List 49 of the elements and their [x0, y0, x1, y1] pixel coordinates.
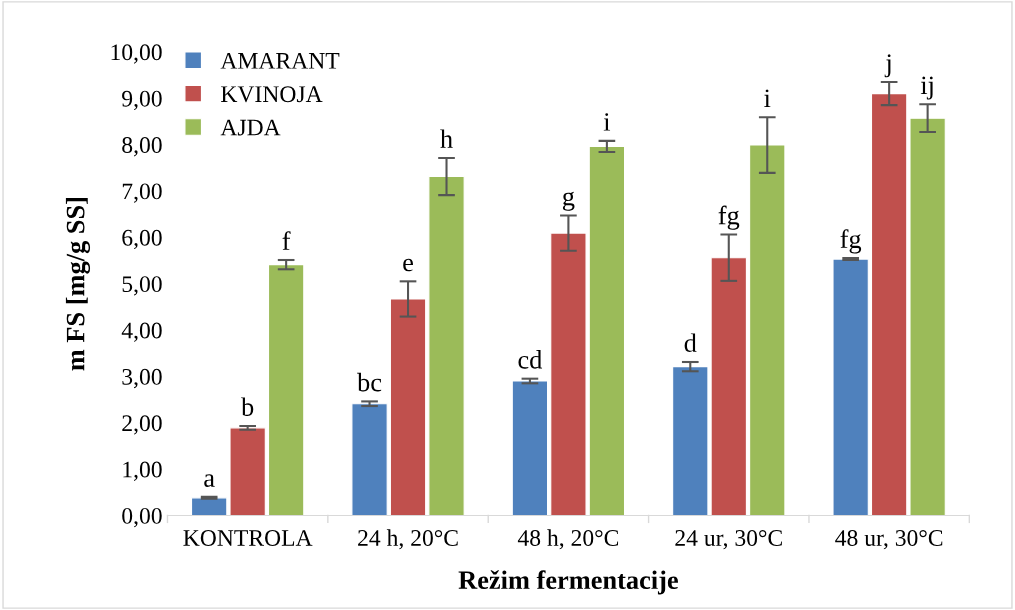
y-tick-label: 10,00 [111, 44, 162, 64]
bar [909, 117, 946, 516]
y-tick-label: 2,00 [122, 415, 162, 435]
data-label: cd [518, 350, 543, 369]
data-label: b [241, 397, 254, 416]
y-tick-label: 8,00 [122, 137, 162, 157]
bar [588, 145, 626, 516]
bar [229, 427, 266, 516]
x-tick-label: 24 ur, 30°C [675, 530, 782, 550]
y-tick-label: 5,00 [122, 276, 162, 296]
data-label: j [884, 54, 891, 78]
y-tick-label: 6,00 [122, 229, 162, 250]
data-label: h [440, 129, 453, 148]
y-tick-label: 3,00 [122, 368, 162, 389]
y-axis-title: m FS [mg/g SS] [65, 198, 91, 371]
y-tick-label: 1,00 [123, 461, 162, 481]
data-label: e [403, 258, 413, 272]
data-label: g [562, 191, 575, 211]
x-tick-label: 24 h, 20°C [358, 529, 458, 550]
legend-label: AJDA [220, 119, 281, 136]
bar [870, 93, 908, 516]
bar [389, 298, 427, 516]
data-label: fg [840, 229, 862, 254]
data-label: i [603, 113, 611, 131]
legend-label: AMARANT [220, 52, 340, 69]
bar [190, 497, 228, 516]
data-label: bc [357, 372, 382, 392]
bar [351, 403, 388, 516]
bar [550, 232, 587, 516]
y-tick-label: 0,00 [122, 507, 162, 528]
y-tick-label: 4,00 [121, 322, 162, 342]
bar [428, 176, 465, 516]
x-tick-label: KONTROLA [183, 530, 313, 546]
bar [749, 144, 786, 516]
data-label: f [282, 231, 291, 250]
data-label: ij [920, 76, 933, 100]
x-tick-label: 48 ur, 30°C [835, 530, 943, 550]
data-label: a [204, 474, 215, 487]
bar [511, 380, 549, 516]
x-axis-title: Režim fermentacije [458, 570, 678, 595]
data-label: i [764, 89, 771, 107]
x-tick-label: 48 h, 20°C [517, 529, 619, 550]
bar [832, 258, 869, 516]
y-tick-label: 7,00 [122, 183, 162, 203]
legend-label: KVINOJA [221, 86, 323, 103]
data-label: fg [718, 205, 740, 230]
y-tick-label: 9,00 [122, 90, 162, 111]
data-label: d [684, 333, 697, 352]
bar [267, 264, 305, 516]
